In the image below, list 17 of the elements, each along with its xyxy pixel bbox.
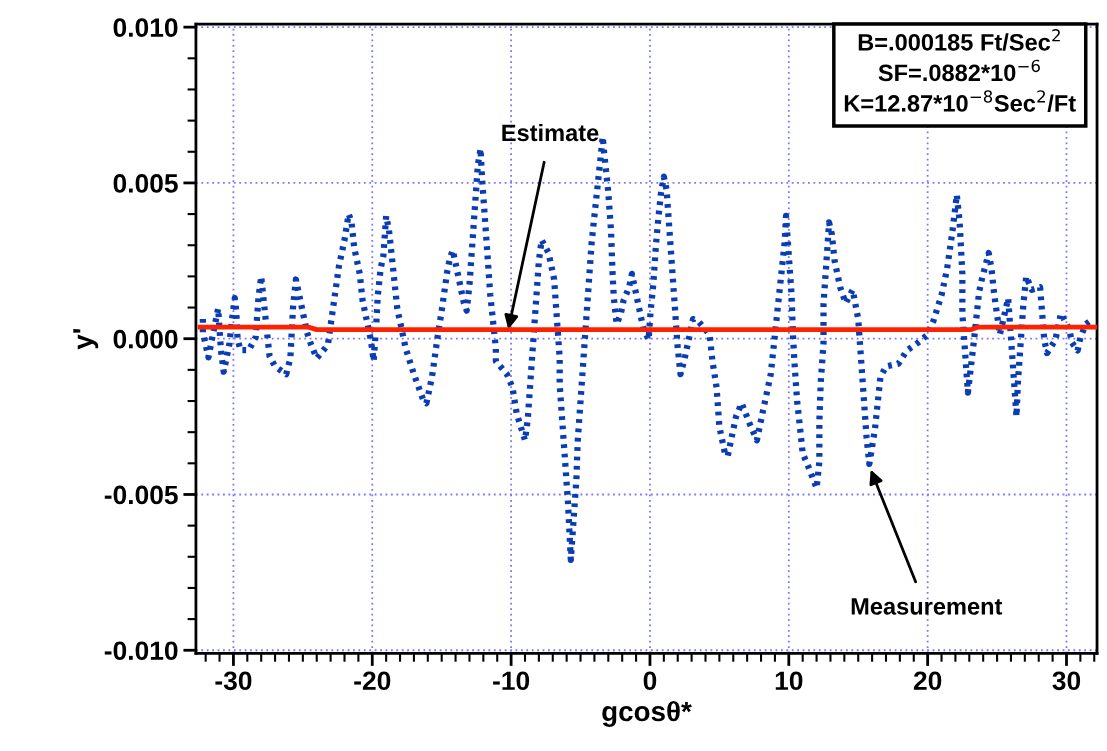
x-tick-label: -20 xyxy=(354,671,391,691)
x-tick-label: 10 xyxy=(775,671,803,691)
x-tick-label: -10 xyxy=(493,671,530,691)
y-tick-label: 0.010 xyxy=(113,18,178,37)
y-tick-label: -0.010 xyxy=(104,641,178,661)
x-axis-title: gcosθ* xyxy=(602,700,692,727)
x-tick-label: 0 xyxy=(643,671,657,691)
annotation: Estimate xyxy=(502,123,599,142)
y-tick-label: 0.000 xyxy=(113,329,178,349)
y-tick-label: -0.005 xyxy=(104,485,178,505)
y-axis-title: y' xyxy=(73,329,99,350)
annotation: Measurement xyxy=(851,598,1003,615)
x-tick-label: -30 xyxy=(215,671,252,691)
x-tick-label: 20 xyxy=(913,671,942,691)
y-tick-label: 0.005 xyxy=(113,174,178,193)
text: B=.000185 Ft/Sec$^{2}$ SF=.0882*10$^{−6}$ K=12.87*10$^{−8}$Sec$^{2}$/Ft xyxy=(844,29,1076,112)
x-tick-label: 30 xyxy=(1052,671,1081,691)
